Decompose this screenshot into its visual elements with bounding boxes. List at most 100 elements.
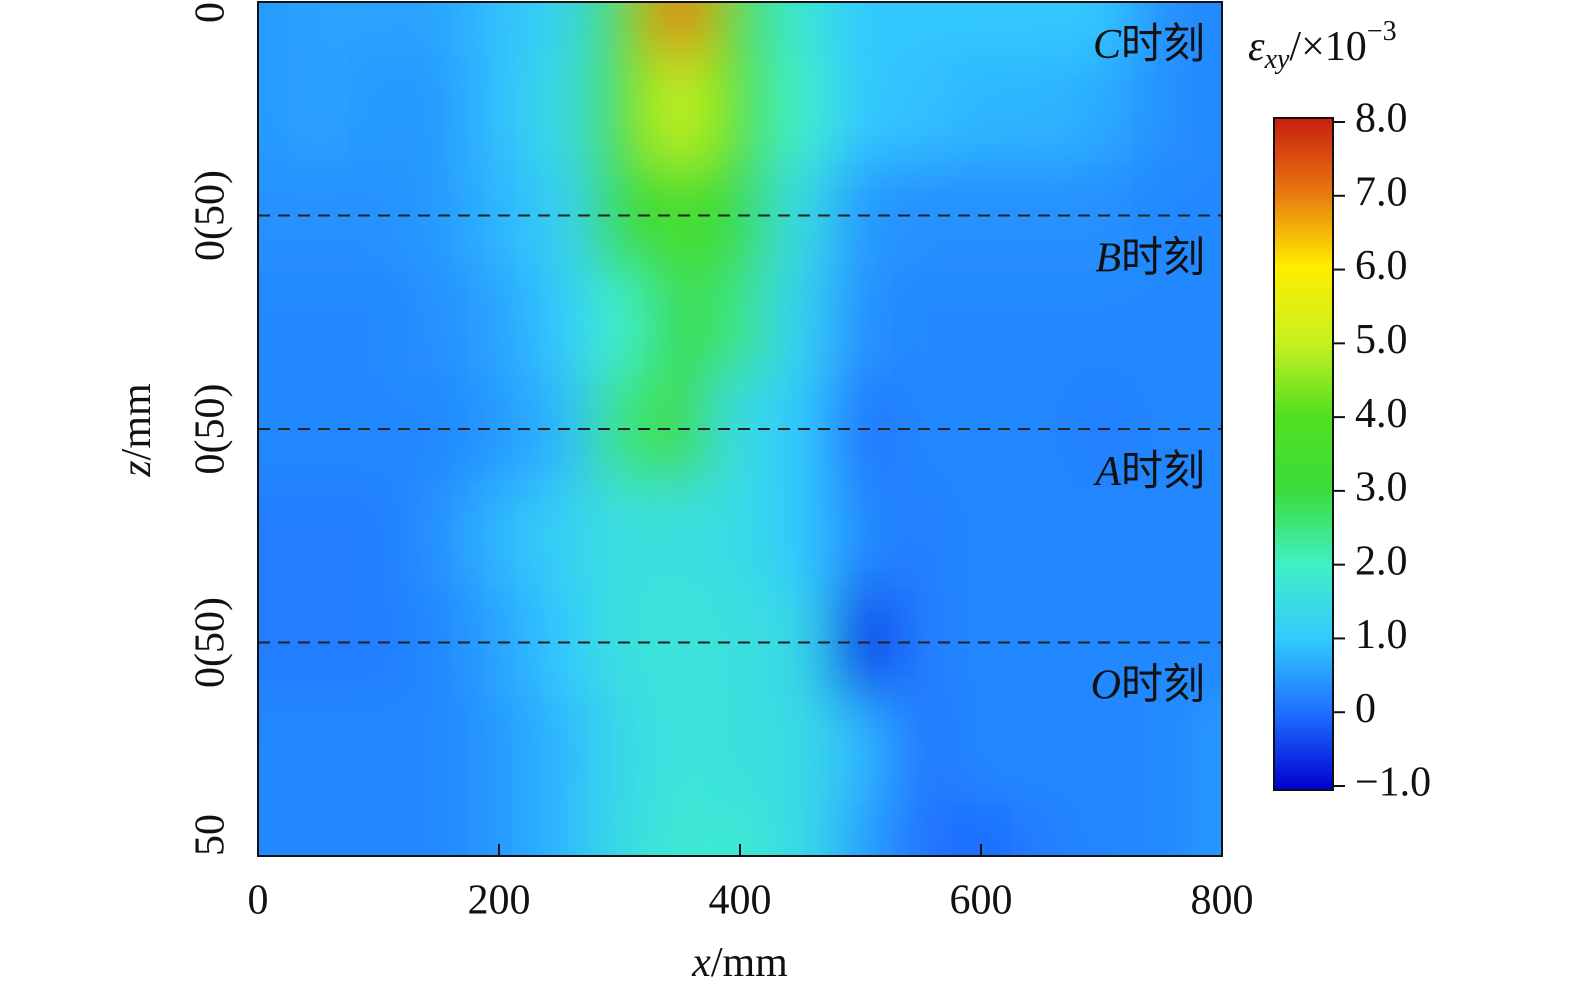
heat-cell (770, 55, 831, 163)
heat-cell (288, 802, 349, 856)
heat-cell (408, 695, 470, 804)
heat-cell (1071, 695, 1133, 804)
x-tick-label: 600 (950, 878, 1013, 924)
heat-cell (589, 802, 651, 856)
heat-cell (1071, 268, 1133, 377)
heat-cell (770, 482, 831, 590)
heat-cell (1131, 695, 1193, 804)
heat-cell (258, 55, 289, 163)
heat-cell (1131, 2, 1193, 56)
colorbar-label: εxy/×10−3 (1248, 16, 1397, 75)
colorbar-tick-label: 5.0 (1355, 317, 1408, 363)
heat-cell (1191, 2, 1222, 56)
x-tick-label: 400 (709, 878, 772, 924)
heat-cell (1131, 268, 1193, 377)
heat-cell (649, 2, 711, 56)
heat-cell (770, 2, 831, 56)
x-tick-label: 0 (248, 878, 269, 924)
heat-cell (890, 268, 952, 377)
heat-cell (1011, 695, 1072, 804)
heat-cell (288, 695, 349, 804)
heat-cell (770, 802, 831, 856)
heat-cell (408, 802, 470, 856)
heat-cell (1191, 55, 1222, 163)
heat-cell (709, 268, 771, 377)
heat-cell (1011, 268, 1072, 377)
heat-cell (890, 482, 952, 590)
heat-cell (1011, 482, 1072, 590)
heat-cell (408, 482, 470, 590)
heat-cell (830, 55, 892, 163)
heat-cell (890, 695, 952, 804)
heat-cell (589, 695, 651, 804)
panel-label: O时刻 (1091, 662, 1205, 708)
heat-cell (529, 802, 590, 856)
heat-cell (830, 2, 892, 56)
heat-cell (770, 268, 831, 377)
heat-cell (950, 268, 1012, 377)
y-tick-label: 0(50) (188, 597, 234, 688)
heat-cell (709, 55, 771, 163)
heat-cell (1071, 802, 1133, 856)
heat-cell (589, 55, 651, 163)
heat-cell (529, 2, 590, 56)
heat-cell (468, 268, 530, 377)
heat-cell (408, 268, 470, 377)
heat-cell (288, 268, 349, 377)
heat-cell (649, 482, 711, 590)
colorbar-tick-label: 1.0 (1355, 612, 1408, 658)
heat-cell (1071, 55, 1133, 163)
heat-cell (1071, 482, 1133, 590)
heat-cell (258, 2, 289, 56)
colorbar-tick-label: 3.0 (1355, 465, 1408, 511)
heat-cell (258, 482, 289, 590)
heat-cell (830, 802, 892, 856)
panel-label: B时刻 (1095, 235, 1205, 281)
heat-cell (348, 482, 410, 590)
x-axis-label: x/mm (691, 940, 788, 986)
colorbar-tick-label: 7.0 (1355, 169, 1408, 215)
heat-cell (1191, 802, 1222, 856)
heat-cell (1131, 55, 1193, 163)
heat-cell (950, 482, 1012, 590)
heat-cell (890, 802, 952, 856)
heat-cell (408, 2, 470, 56)
heat-cell (348, 2, 410, 56)
heat-cell (529, 482, 590, 590)
heat-cell (890, 2, 952, 56)
heat-cell (709, 2, 771, 56)
heat-cell (348, 55, 410, 163)
heat-cell (709, 482, 771, 590)
heat-cell (288, 482, 349, 590)
y-tick-label: 0 (188, 2, 234, 23)
heat-cell (1011, 802, 1072, 856)
heat-cell (529, 695, 590, 804)
heat-cell (468, 482, 530, 590)
heat-cell (589, 2, 651, 56)
y-axis-label: z/mm (114, 383, 160, 478)
x-tick-label: 800 (1191, 878, 1254, 924)
heat-cell (830, 268, 892, 377)
heat-cell (348, 695, 410, 804)
heat-cell (950, 55, 1012, 163)
heat-cell (468, 2, 530, 56)
heat-cell (1191, 268, 1222, 377)
y-tick-label: 0(50) (188, 384, 234, 475)
heat-cell (950, 695, 1012, 804)
heat-cell (529, 55, 590, 163)
y-tick-label: 50 (188, 814, 234, 856)
heat-cell (830, 482, 892, 590)
x-tick-label: 200 (468, 878, 531, 924)
heat-cell (348, 802, 410, 856)
colorbar-tick-label: −1.0 (1355, 760, 1431, 806)
panel-label: C时刻 (1093, 22, 1205, 68)
heat-cell (1131, 802, 1193, 856)
colorbar-tick-label: 0 (1355, 686, 1376, 732)
heat-cell (1191, 695, 1222, 804)
heat-cell (770, 695, 831, 804)
heat-cell (468, 55, 530, 163)
heat-cell (649, 268, 711, 377)
heat-cell (468, 695, 530, 804)
heat-cell (288, 2, 349, 56)
